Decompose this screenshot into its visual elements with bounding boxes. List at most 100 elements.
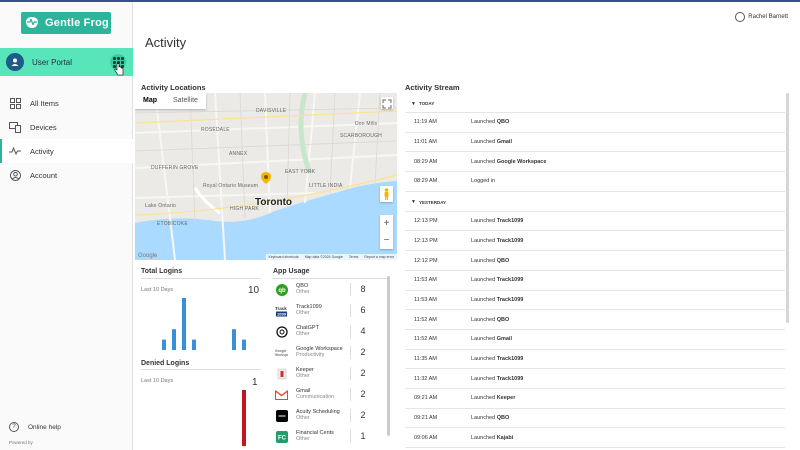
stream-row: 09:06 AM Launched Kajabi bbox=[405, 429, 785, 449]
location-pin-icon[interactable] bbox=[261, 171, 271, 189]
map-type-tabs: Map Satellite bbox=[135, 93, 206, 109]
stream-time: 08:29 AM bbox=[414, 158, 438, 165]
terms-link[interactable]: Terms bbox=[348, 255, 359, 259]
svg-text:1099: 1099 bbox=[277, 311, 287, 316]
app-category: Other bbox=[296, 289, 310, 295]
stream-action: Launched bbox=[471, 434, 496, 441]
street-view-pegman-icon[interactable] bbox=[380, 186, 393, 202]
app-usage-row[interactable]: ChatGPT Other bbox=[275, 321, 375, 342]
stream-time: 11:53 AM bbox=[414, 277, 437, 284]
fullscreen-icon[interactable] bbox=[381, 97, 393, 109]
stream-action: Launched bbox=[471, 158, 496, 165]
map-label: ETOBICOKE bbox=[157, 221, 188, 227]
svg-text:qb: qb bbox=[278, 288, 286, 294]
brand-name: Gentle Frog bbox=[45, 17, 109, 29]
app-category: Productivity bbox=[296, 352, 325, 358]
stream-target: Gmail bbox=[496, 336, 512, 343]
stream-target: QBO bbox=[496, 257, 510, 264]
zoom-controls: + − bbox=[380, 215, 393, 249]
stream-target: Track1099 bbox=[496, 356, 524, 363]
sidebar-item-activity[interactable]: Activity bbox=[0, 139, 133, 163]
app-usage-row[interactable]: Keeper Other bbox=[275, 363, 375, 384]
app-info: Keeper Other bbox=[296, 367, 375, 380]
stream-description: Launched QBO bbox=[471, 119, 509, 125]
sidebar-item-devices[interactable]: Devices bbox=[0, 115, 133, 139]
stream-action: Launched bbox=[471, 257, 496, 264]
app-usage-count: 2 bbox=[350, 388, 375, 401]
stream-target: QBO bbox=[496, 415, 510, 422]
svg-text:Workspace: Workspace bbox=[275, 353, 288, 357]
activity-stream-scrollbar[interactable] bbox=[786, 93, 789, 323]
app-usage-count: 2 bbox=[350, 367, 375, 380]
stream-target: Track1099 bbox=[496, 375, 524, 382]
stream-action: Logged in bbox=[471, 178, 496, 185]
stream-time: 12:13 PM bbox=[414, 237, 438, 244]
app-usage-count: 8 bbox=[350, 283, 375, 296]
acuity-icon bbox=[275, 409, 288, 422]
stream-day-header[interactable]: ▼ YESTERDAY bbox=[405, 194, 785, 212]
stream-row: 09:21 AM Launched QBO bbox=[405, 409, 785, 429]
sidebar-item-label: All Items bbox=[30, 98, 59, 108]
user-portal-button[interactable]: User Portal bbox=[0, 48, 133, 76]
sidebar-item-account[interactable]: Account bbox=[0, 163, 133, 187]
stream-time: 11:19 AM bbox=[414, 119, 437, 126]
stream-time: 09:06 AM bbox=[414, 434, 438, 441]
activity-stream-title: Activity Stream bbox=[405, 83, 460, 92]
stream-target: Track1099 bbox=[496, 296, 524, 303]
map-label: Lake Ontario bbox=[145, 203, 177, 209]
denied-logins-period: Last 10 Days bbox=[141, 378, 174, 384]
app-info: Financial Cents Other bbox=[296, 429, 375, 443]
sidebar-item-all-items[interactable]: All Items bbox=[0, 91, 133, 115]
denied-logins-chart bbox=[242, 390, 246, 446]
report-error-link[interactable]: Report a map error bbox=[364, 255, 394, 259]
app-name: Gmail bbox=[296, 387, 311, 394]
financial-cents-icon: FC bbox=[275, 430, 288, 443]
map-label: ANNEX bbox=[229, 151, 248, 157]
app-usage-row[interactable]: FC Financial Cents Other bbox=[275, 426, 375, 447]
user-portal-label: User Portal bbox=[32, 57, 73, 67]
tab-satellite[interactable]: Satellite bbox=[173, 97, 198, 104]
app-name: Google Workspace bbox=[296, 345, 343, 352]
zoom-in-button[interactable]: + bbox=[383, 218, 390, 229]
stream-row: 08:29 AM Logged in bbox=[405, 172, 785, 192]
stream-description: Launched QBO bbox=[471, 258, 509, 264]
tab-map[interactable]: Map bbox=[143, 97, 157, 104]
stream-description: Launched Gmail bbox=[471, 336, 512, 342]
app-usage-row[interactable]: Track 1099 Track1099 Other bbox=[275, 300, 375, 321]
page-title: Activity bbox=[145, 35, 187, 50]
app-category: Communication bbox=[296, 394, 335, 400]
app-info: Track1099 Other bbox=[296, 304, 375, 317]
app-name: Financial Cents bbox=[296, 429, 334, 436]
stream-target: QBO bbox=[496, 119, 510, 126]
stream-day-header[interactable]: ▼ TODAY bbox=[405, 95, 785, 113]
brand-logo[interactable]: Gentle Frog bbox=[21, 12, 111, 34]
app-usage-count: 2 bbox=[350, 346, 375, 359]
stream-description: Launched QBO bbox=[471, 317, 509, 323]
stream-target: Gmail bbox=[496, 139, 512, 146]
zoom-out-button[interactable]: − bbox=[383, 235, 390, 246]
app-usage-row[interactable]: Acuity Scheduling Other bbox=[275, 405, 375, 426]
stream-row: 11:52 AM Launched QBO bbox=[405, 310, 785, 330]
total-logins-period: Last 10 Days bbox=[141, 287, 174, 293]
online-help-link[interactable]: ? Online help bbox=[9, 422, 61, 432]
stream-day-label: TODAY bbox=[418, 101, 435, 106]
powered-by: Powered by bbox=[9, 440, 33, 445]
stream-description: Launched Keeper bbox=[471, 395, 515, 401]
app-usage-count: 2 bbox=[350, 409, 375, 422]
app-usage-row[interactable]: Gmail Communication bbox=[275, 384, 375, 405]
keyboard-shortcuts-link[interactable]: Keyboard shortcuts bbox=[268, 255, 299, 259]
app-usage-row[interactable]: qb QBO Other bbox=[275, 279, 375, 300]
chart-bar bbox=[242, 390, 246, 446]
app-usage-scrollbar[interactable] bbox=[387, 276, 390, 436]
stream-description: Launched Track1099 bbox=[471, 356, 523, 362]
total-logins-count: 10 bbox=[248, 285, 260, 296]
user-menu[interactable]: Rachel Barnett bbox=[735, 12, 788, 22]
stream-action: Launched bbox=[471, 139, 496, 146]
activity-map[interactable]: ROSEDALE DAVISVILLE DUFFERIN GROVE ANNEX… bbox=[135, 93, 397, 260]
stream-time: 11:52 AM bbox=[414, 336, 437, 343]
map-attribution: Keyboard shortcuts Map data ©2024 Google… bbox=[265, 254, 397, 260]
top-accent-bar bbox=[0, 0, 800, 2]
svg-text:Google: Google bbox=[275, 349, 287, 353]
